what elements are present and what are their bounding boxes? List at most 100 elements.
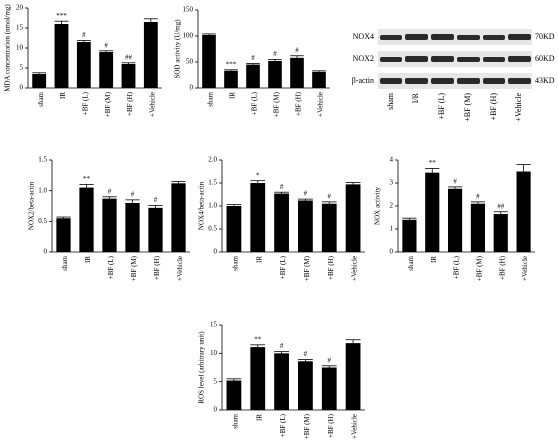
y-tick-label: 0	[20, 84, 24, 92]
blot-size-label: 70KD	[535, 32, 555, 41]
significance-label: #	[476, 192, 480, 200]
y-tick-label: 2.0	[208, 156, 217, 164]
blot-band	[483, 78, 505, 84]
x-tick-label: +BF (L)	[107, 255, 115, 279]
significance-label: ***	[56, 12, 67, 20]
significance-label: #	[453, 178, 457, 186]
western-blot: NOX4 NOX2 β-actin 70KD 60KD 43KD sham I/…	[352, 29, 555, 122]
blot-lane-label: +BF (M)	[463, 93, 472, 122]
bar	[246, 64, 260, 88]
significance-label: ##	[125, 53, 133, 61]
blot-row-label: NOX4	[353, 32, 374, 41]
y-tick-label: 0	[214, 248, 218, 256]
significance-label: ***	[226, 60, 237, 68]
bar	[321, 367, 337, 410]
significance-label: #	[328, 356, 332, 364]
bar	[345, 184, 361, 252]
y-axis-title: ROS level (arbitrary unit)	[198, 331, 206, 404]
bar	[493, 214, 508, 252]
blot-size-label: 43KD	[535, 76, 555, 85]
y-tick-label: 1.0	[208, 202, 217, 210]
significance-label: #	[304, 350, 308, 358]
y-axis-title: MDA concentration (nmol/mg)	[4, 4, 12, 92]
y-axis-title: NOX4/beta-actin	[198, 181, 206, 230]
y-tick-label: 0	[214, 406, 218, 414]
y-tick-label: 15	[16, 24, 24, 32]
bar	[99, 52, 114, 88]
y-tick-label: 4	[390, 156, 394, 164]
blot-row-label: NOX2	[353, 54, 374, 63]
blot-band	[508, 34, 531, 40]
y-tick-label: 1.5	[38, 156, 47, 164]
y-tick-label: 0.5	[208, 225, 217, 233]
blot-band	[405, 56, 428, 62]
blot-band	[431, 56, 454, 62]
bar	[125, 202, 140, 252]
bar	[345, 343, 361, 410]
x-tick-label: IR	[255, 256, 263, 263]
y-tick-label: 3	[390, 179, 394, 187]
bar	[516, 171, 531, 252]
blot-band	[431, 78, 454, 84]
blot-lane-label: +BF (H)	[489, 93, 498, 121]
bar	[121, 64, 136, 88]
significance-label: *	[256, 171, 260, 179]
x-tick-label: IR	[59, 92, 67, 99]
bar	[202, 34, 216, 88]
blot-band	[457, 57, 480, 62]
blot-band	[508, 56, 531, 62]
blot-membrane	[378, 29, 532, 45]
bar	[250, 347, 266, 410]
bar	[470, 203, 485, 252]
x-tick-label: sham	[61, 255, 69, 270]
y-tick-label: 0	[44, 248, 48, 256]
bar	[76, 42, 91, 88]
significance-label: #	[304, 190, 308, 198]
significance-label: #	[280, 342, 284, 350]
y-tick-label: 150	[183, 6, 194, 14]
bar	[148, 207, 163, 252]
y-tick-label: 0.5	[38, 217, 47, 225]
blot-band	[380, 57, 402, 62]
bar	[226, 380, 242, 410]
bar	[312, 71, 326, 88]
bar	[226, 206, 242, 252]
y-axis-title: NOX2/beta-actin	[28, 181, 36, 230]
bar	[171, 183, 186, 252]
y-axis-title: SOD activity (U/mg)	[174, 19, 182, 79]
y-axis-title: NOX activity	[374, 187, 382, 225]
significance-label: #	[154, 196, 158, 204]
bar	[102, 198, 117, 252]
blot-band	[431, 34, 454, 40]
bar	[268, 60, 282, 88]
x-tick-label: +BF (H)	[327, 255, 335, 280]
significance-label: #	[280, 183, 284, 191]
x-tick-label: IR	[84, 256, 92, 263]
bar	[250, 183, 266, 252]
x-tick-label: +BF (M)	[130, 255, 138, 281]
blot-lane-label: I/R	[411, 92, 420, 103]
x-tick-label: +BF (L)	[453, 255, 461, 279]
bar	[402, 219, 417, 252]
bar	[143, 22, 158, 88]
bar	[79, 187, 94, 252]
x-tick-label: +Vehicle	[351, 414, 359, 439]
x-tick-label: IR	[430, 256, 438, 263]
significance-label: **	[254, 335, 262, 343]
x-tick-label: +BF (M)	[104, 91, 112, 117]
y-tick-label: 5	[20, 64, 24, 72]
x-tick-label: +BF (H)	[327, 413, 335, 438]
significance-label: #	[251, 54, 255, 62]
bar	[54, 24, 69, 88]
x-tick-label: sham	[37, 91, 45, 106]
blot-band	[405, 78, 428, 84]
x-tick-label: sham	[207, 91, 215, 106]
significance-label: #	[82, 31, 86, 39]
y-tick-label: 1.5	[208, 179, 217, 187]
x-tick-label: IR	[255, 414, 263, 421]
x-tick-label: +BF (H)	[498, 255, 506, 280]
blot-lane-label: +BF (L)	[437, 93, 446, 120]
blot-band	[405, 34, 428, 40]
x-tick-label: sham	[407, 255, 415, 270]
